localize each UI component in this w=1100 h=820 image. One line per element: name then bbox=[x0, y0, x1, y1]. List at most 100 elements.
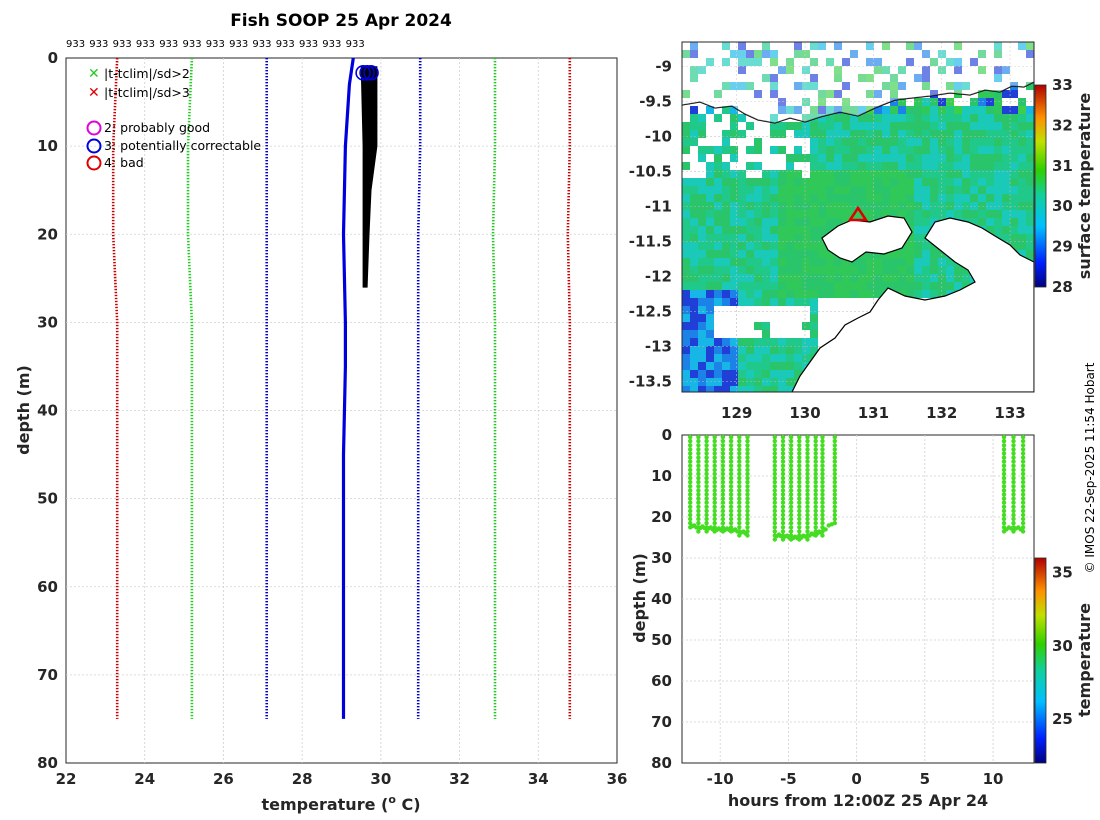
sst-heatmap-cell bbox=[1026, 82, 1034, 90]
sst-heatmap-cell bbox=[930, 58, 938, 66]
time-depth-point bbox=[712, 459, 717, 464]
sst-heatmap-cell bbox=[754, 234, 762, 242]
time-depth-point bbox=[696, 484, 701, 489]
sst-heatmap-cell bbox=[986, 122, 994, 130]
time-depth-point bbox=[832, 434, 837, 440]
sst-heatmap-cell bbox=[978, 90, 986, 98]
time-depth-point bbox=[696, 512, 701, 518]
sst-heatmap-cell bbox=[714, 162, 722, 170]
sst-heatmap-cell bbox=[834, 210, 842, 218]
sst-heatmap-cell bbox=[1018, 130, 1026, 138]
sst-heatmap-cell bbox=[698, 362, 706, 370]
sst-heatmap-cell bbox=[994, 122, 1002, 130]
sst-heatmap-cell bbox=[690, 346, 698, 354]
time-depth-point bbox=[1001, 467, 1007, 473]
sst-heatmap-cell bbox=[946, 138, 954, 146]
time-depth-point bbox=[728, 459, 734, 464]
sst-heatmap-cell bbox=[898, 170, 906, 178]
time-depth-point bbox=[728, 455, 734, 460]
sst-heatmap-cell bbox=[898, 106, 906, 114]
map-y-tick-label: -12.5 bbox=[629, 303, 672, 321]
time-depth-point bbox=[772, 537, 777, 542]
sst-heatmap-cell bbox=[762, 274, 770, 282]
sst-heatmap-cell bbox=[738, 82, 746, 90]
sst-heatmap-cell bbox=[1010, 218, 1018, 226]
sst-heatmap-cell bbox=[794, 370, 802, 378]
time-depth-point bbox=[820, 443, 825, 448]
sst-heatmap-cell bbox=[778, 194, 786, 202]
time-depth-point bbox=[788, 484, 794, 489]
sst-heatmap-cell bbox=[722, 42, 730, 50]
time-depth-point bbox=[780, 459, 786, 464]
sst-heatmap-cell bbox=[738, 378, 746, 386]
sst-heatmap-cell bbox=[698, 306, 706, 314]
time-depth-point bbox=[745, 504, 750, 509]
sst-heatmap-cell bbox=[866, 138, 874, 146]
sst-heatmap-cell bbox=[826, 258, 834, 266]
sst-heatmap-cell bbox=[682, 234, 690, 242]
sst-heatmap-cell bbox=[866, 186, 874, 194]
time-depth-point bbox=[788, 438, 794, 444]
time-depth-point bbox=[797, 438, 802, 444]
sst-heatmap-cell bbox=[1002, 138, 1010, 146]
time-depth-point bbox=[728, 434, 734, 440]
time-depth-point bbox=[704, 492, 709, 497]
sst-heatmap-cell bbox=[866, 154, 874, 162]
time-depth-point bbox=[696, 463, 701, 468]
time-depth-point bbox=[788, 529, 794, 534]
sst-heatmap-cells bbox=[682, 42, 1034, 392]
sst-heatmap-cell bbox=[810, 314, 818, 322]
time-depth-point bbox=[813, 475, 818, 481]
time-depth-point bbox=[797, 471, 802, 477]
sst-heatmap-cell bbox=[810, 58, 818, 66]
sst-heatmap-cell bbox=[826, 146, 834, 154]
time-depth-point bbox=[1011, 479, 1016, 485]
sst-heatmap-cell bbox=[930, 146, 938, 154]
sst-heatmap-cell bbox=[682, 202, 690, 210]
sst-heatmap-cell bbox=[930, 242, 938, 250]
sst-heatmap-cell bbox=[754, 266, 762, 274]
sst-heatmap-cell bbox=[850, 130, 858, 138]
sst-heatmap-cell bbox=[890, 178, 898, 186]
profile-x-tick-label: 28 bbox=[292, 770, 313, 788]
time-depth-point bbox=[745, 484, 750, 489]
sst-heatmap-cell bbox=[1018, 202, 1026, 210]
sst-heatmap-cell bbox=[714, 386, 722, 392]
time-depth-point bbox=[772, 475, 777, 481]
sst-heatmap-cell bbox=[778, 210, 786, 218]
time-depth-point bbox=[720, 520, 726, 526]
time-depth-point bbox=[1020, 512, 1026, 518]
time-depth-point bbox=[832, 447, 837, 452]
sst-heatmap-cell bbox=[922, 146, 930, 154]
time-depth-point bbox=[728, 447, 734, 452]
profile-climatology-line bbox=[186, 57, 194, 719]
time-depth-point bbox=[712, 484, 717, 489]
sst-heatmap-cell bbox=[874, 122, 882, 130]
sst-heatmap-cell bbox=[842, 194, 850, 202]
sst-heatmap-cell bbox=[922, 122, 930, 130]
sst-heatmap-cell bbox=[930, 186, 938, 194]
temperature-colorbar bbox=[1034, 557, 1047, 764]
sst-heatmap-cell bbox=[738, 338, 746, 346]
sst-heatmap-cell bbox=[698, 202, 706, 210]
sst-heatmap-cell bbox=[850, 282, 858, 290]
time-depth-point bbox=[832, 451, 837, 456]
sst-heatmap-cell bbox=[1002, 114, 1010, 122]
time-depth-point bbox=[704, 459, 709, 464]
sst-heatmap-cell bbox=[842, 58, 850, 66]
sst-heatmap-cell bbox=[698, 282, 706, 290]
sst-heatmap-cell bbox=[1018, 146, 1026, 154]
sst-heatmap-cell bbox=[698, 146, 706, 154]
sst-heatmap-cell bbox=[1010, 130, 1018, 138]
sst-heatmap-cell bbox=[738, 282, 746, 290]
time-depth-point bbox=[805, 434, 810, 440]
sst-heatmap-cell bbox=[922, 202, 930, 210]
sst-heatmap-cell bbox=[802, 194, 810, 202]
sst-heatmap-cell bbox=[770, 338, 778, 346]
sst-heatmap-cell bbox=[698, 226, 706, 234]
map-y-tick-label: -9.5 bbox=[639, 93, 672, 111]
sst-heatmap-cell bbox=[722, 346, 730, 354]
sst-heatmap-cell bbox=[754, 386, 762, 392]
sst-heatmap-cell bbox=[986, 170, 994, 178]
